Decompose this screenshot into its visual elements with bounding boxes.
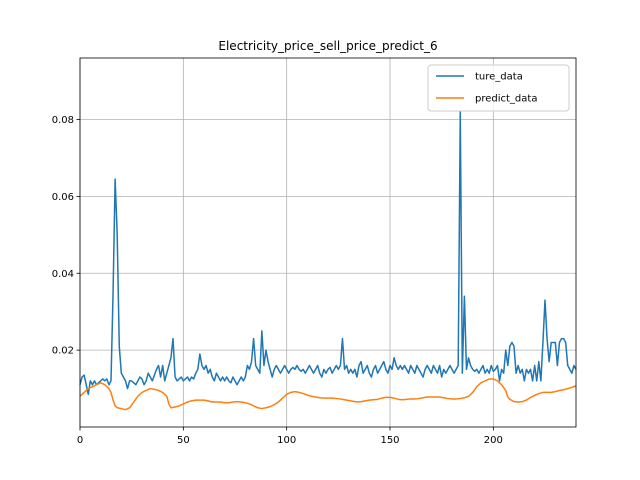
legend: ture_data predict_data	[427, 64, 570, 112]
y-tick-label: 0.06	[52, 192, 74, 203]
series-line-ture-data	[79, 111, 577, 396]
series-layer	[79, 111, 577, 411]
x-tick-label: 50	[177, 435, 190, 446]
x-tick-label: 150	[380, 435, 399, 446]
x-tick-label: 200	[484, 435, 503, 446]
series-line-predict-data	[79, 378, 577, 411]
chart-title: Electricity_price_sell_price_predict_6	[218, 39, 437, 53]
axes: 0 50 100 150 200 0.02 0.04 0.06 0.08	[52, 57, 577, 446]
y-tick-label: 0.02	[52, 346, 74, 357]
x-tick-label: 0	[77, 435, 83, 446]
axes-frame	[79, 57, 577, 428]
legend-label-predict-data: predict_data	[475, 94, 537, 105]
y-tick-label: 0.08	[52, 115, 74, 126]
x-tick-label: 100	[277, 435, 296, 446]
legend-label-ture-data: ture_data	[475, 72, 523, 83]
y-tick-label: 0.04	[52, 269, 74, 280]
